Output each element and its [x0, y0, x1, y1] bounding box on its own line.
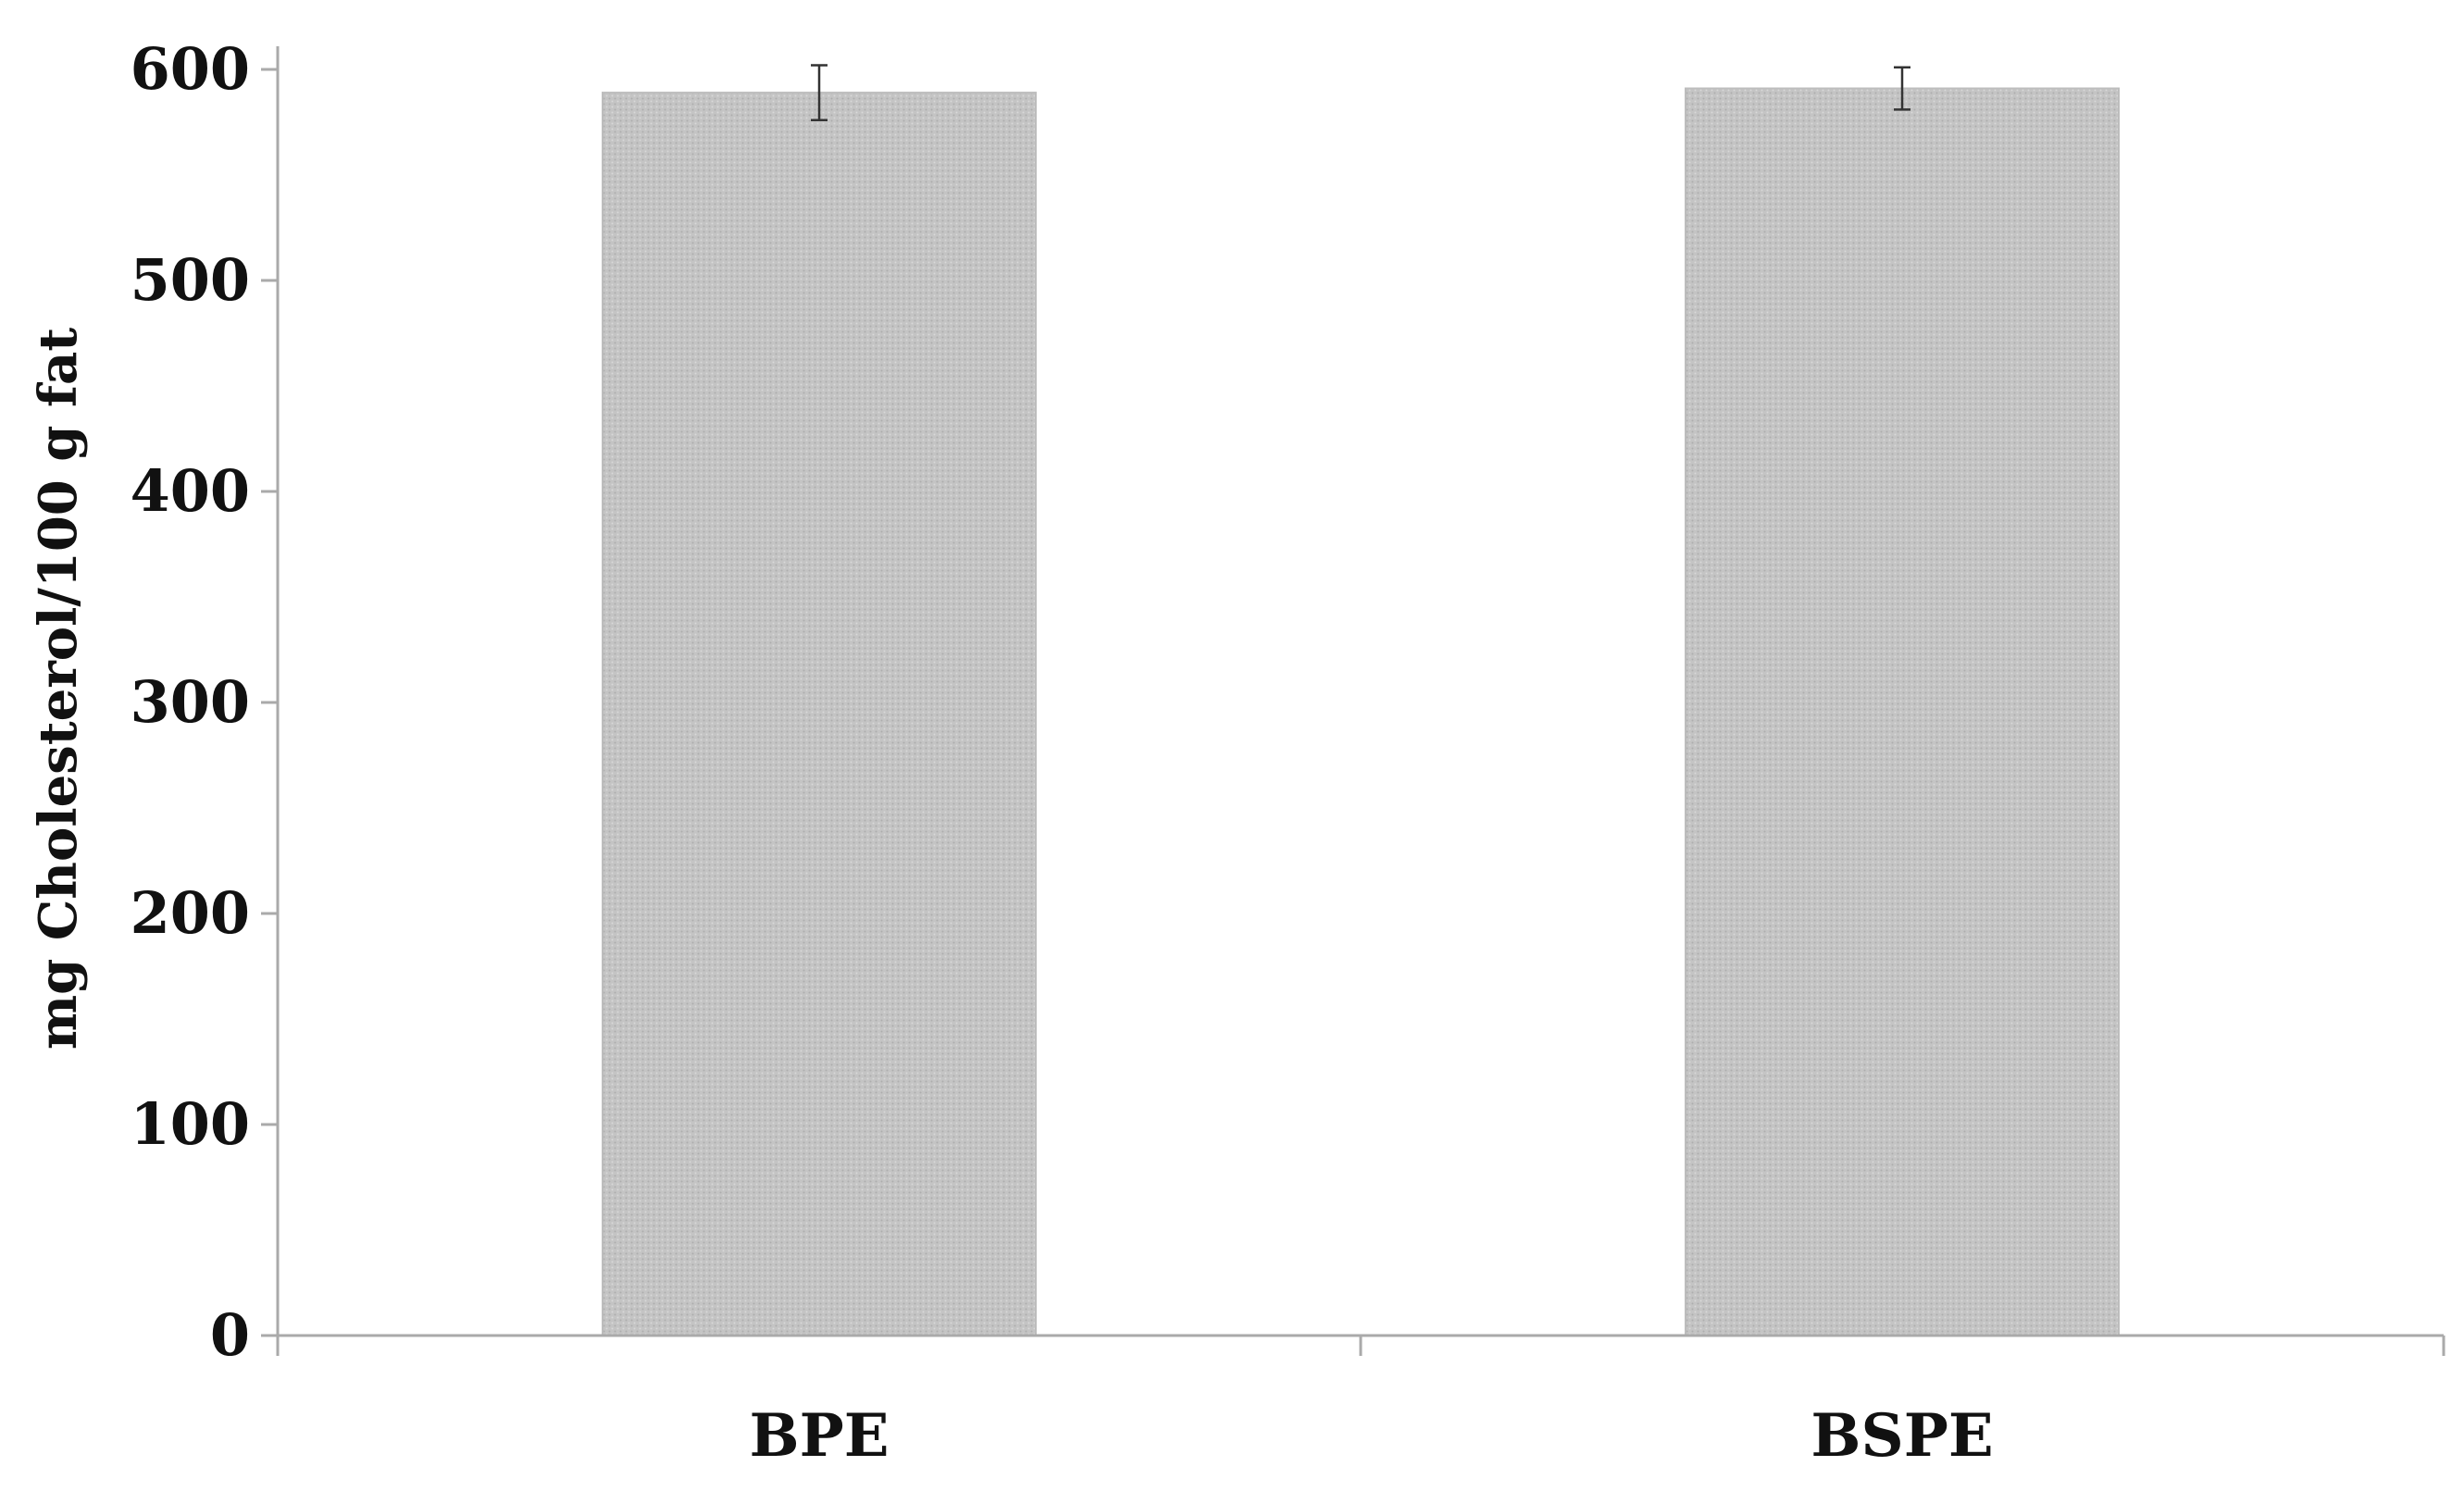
y-tick-label: 600 — [131, 35, 250, 103]
y-tick-label: 200 — [131, 879, 250, 947]
y-tick-label: 500 — [131, 246, 250, 314]
y-tick-label: 300 — [131, 668, 250, 736]
error-bars — [811, 64, 1910, 121]
bar-bpe — [602, 92, 1037, 1337]
x-axis-labels: BPE BSPE — [750, 1401, 1994, 1471]
y-tick-label: 0 — [210, 1301, 250, 1369]
bar-bspe — [1685, 87, 2120, 1336]
y-tick-label: 400 — [131, 457, 250, 525]
bars — [602, 87, 2120, 1337]
y-tick-label: 100 — [131, 1090, 250, 1158]
y-axis-ticks: 0 100 200 300 400 500 600 — [131, 35, 278, 1369]
axes — [261, 46, 2445, 1356]
y-axis-title: mg Cholesterol/100 g fat — [28, 328, 89, 1050]
x-category-label: BPE — [750, 1401, 890, 1471]
x-category-label: BSPE — [1811, 1401, 1993, 1471]
